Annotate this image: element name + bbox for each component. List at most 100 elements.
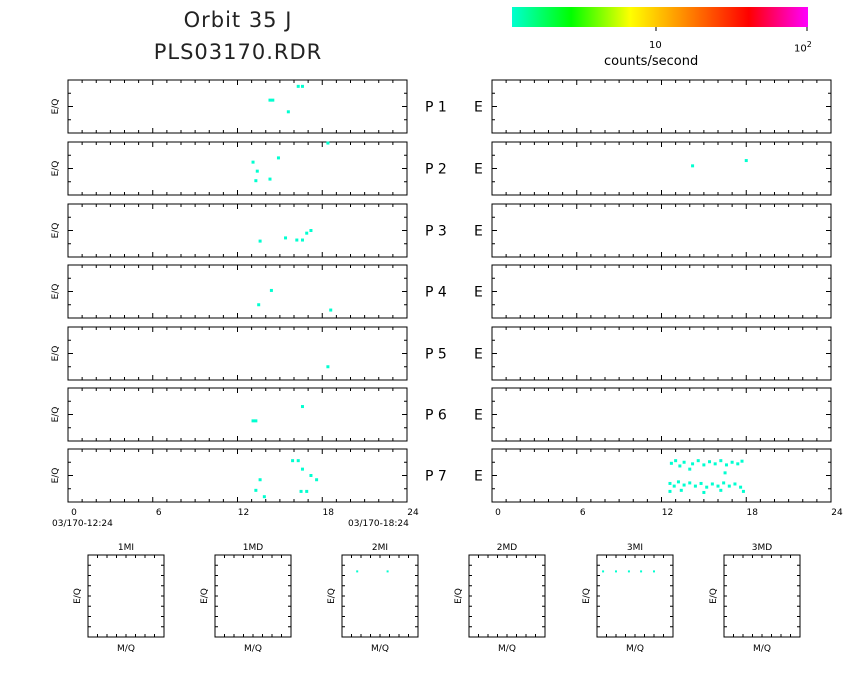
- left-panel-6-point: [254, 419, 258, 423]
- right-x-tick-label: 0: [495, 508, 501, 518]
- panel-label-e6: E: [474, 408, 483, 424]
- right-panel-7-point: [691, 462, 695, 466]
- x-end-label: 03/170-18:24: [348, 519, 409, 529]
- panel-label-e4: E: [474, 285, 483, 301]
- mass-panel-xlabel: M/Q: [117, 644, 135, 654]
- right-panel-7-point: [682, 460, 686, 464]
- panel-label-e3: E: [474, 224, 483, 240]
- panel-label-p2: P 2: [425, 162, 447, 178]
- right-panel-7-frame: [491, 448, 832, 503]
- left-panel-1-point: [271, 98, 275, 102]
- right-x-tick-label: 6: [580, 508, 586, 518]
- mass-panel-point: [640, 570, 643, 573]
- left-panel-3-point: [305, 231, 309, 235]
- mass-panel-title: 3MI: [627, 543, 643, 553]
- right-panel-7-point: [688, 467, 692, 471]
- left-panel-7-point: [299, 489, 303, 493]
- left-panel-5-point: [326, 365, 330, 369]
- left-panel-5-frame: [67, 326, 408, 381]
- right-x-tick-label: 12: [662, 508, 673, 518]
- right-panel-7-point: [679, 488, 683, 492]
- left-panel-5-ylabel: E/Q: [51, 346, 61, 362]
- mass-panel-xlabel: M/Q: [498, 644, 516, 654]
- right-panel-4-frame: [491, 264, 832, 319]
- right-panel-7-point: [740, 459, 744, 463]
- mass-panel-ylabel: E/Q: [327, 588, 337, 604]
- left-panel-6-point: [251, 419, 255, 423]
- mass-panel-6-frame: [723, 554, 801, 638]
- left-panel-7-point: [254, 488, 258, 492]
- panel-label-p5: P 5: [425, 347, 447, 363]
- left-panel-1-point: [296, 84, 300, 88]
- left-panel-2-point: [254, 179, 258, 183]
- right-panel-7-point: [722, 481, 726, 485]
- right-panel-2-point: [744, 159, 748, 163]
- mass-panel-point: [386, 570, 389, 573]
- left-panel-7-ylabel: E/Q: [51, 468, 61, 484]
- right-panel-2-frame: [491, 141, 832, 196]
- left-panel-2-point: [276, 156, 280, 160]
- left-panel-3-point: [295, 238, 299, 242]
- left-panel-3-point: [258, 239, 262, 243]
- right-panel-6-frame: [491, 387, 832, 442]
- left-panel-2-point: [326, 141, 330, 145]
- right-panel-7-point: [719, 488, 723, 492]
- right-panel-7-point: [699, 481, 703, 485]
- left-panel-1-point: [300, 84, 304, 88]
- left-panel-7-point: [300, 467, 304, 471]
- panel-label-e7: E: [474, 469, 483, 485]
- left-panel-6-ylabel: E/Q: [51, 407, 61, 423]
- mass-panel-title: 2MD: [497, 543, 517, 553]
- left-x-tick-label: 24: [407, 508, 419, 518]
- right-panel-5-frame: [491, 326, 832, 381]
- left-panel-1-ylabel: E/Q: [51, 99, 61, 115]
- right-panel-1-frame: [491, 79, 832, 134]
- right-panel-7-point: [688, 481, 692, 485]
- colorbar-tick-100-base: 10: [794, 43, 807, 55]
- left-panel-4-point: [329, 308, 333, 312]
- right-panel-2-point: [691, 164, 695, 168]
- right-panel-7-point: [733, 482, 737, 486]
- left-panel-3-frame: [67, 203, 408, 258]
- left-panel-7-point: [291, 459, 295, 463]
- right-panel-7-point: [702, 463, 706, 467]
- panel-label-p7: P 7: [425, 469, 447, 485]
- left-panel-3-point: [284, 236, 288, 240]
- right-panel-7-point: [696, 459, 700, 463]
- mass-panel-ylabel: E/Q: [709, 588, 719, 604]
- mass-panel-4-frame: [468, 554, 546, 638]
- right-panel-7-point: [702, 490, 706, 494]
- panel-label-p4: P 4: [425, 285, 447, 301]
- panel-label-p3: P 3: [425, 224, 447, 240]
- left-panel-6-point: [300, 405, 304, 409]
- mass-panel-xlabel: M/Q: [753, 644, 771, 654]
- panel-label-p6: P 6: [425, 408, 447, 424]
- left-panel-3-ylabel: E/Q: [51, 223, 61, 239]
- right-panel-7-point: [719, 459, 723, 463]
- right-panel-7-point: [668, 489, 672, 493]
- mass-panel-ylabel: E/Q: [454, 588, 464, 604]
- right-panel-7-point: [682, 483, 686, 487]
- right-panel-7-point: [676, 480, 680, 484]
- mass-panel-point: [602, 570, 605, 573]
- left-x-tick-label: 0: [71, 508, 77, 518]
- colorbar-label: counts/second: [604, 54, 699, 69]
- mass-panel-2-frame: [214, 554, 292, 638]
- right-panel-7-point: [708, 460, 712, 464]
- mass-panel-point: [627, 570, 630, 573]
- right-panel-7-point: [672, 484, 676, 488]
- mass-panel-1-frame: [87, 554, 165, 638]
- mass-panel-3-frame: [341, 554, 419, 638]
- right-panel-7-point: [730, 460, 734, 464]
- right-panel-7-point: [727, 484, 731, 488]
- mass-panel-point: [615, 570, 617, 573]
- panel-label-e2: E: [474, 162, 483, 178]
- right-panel-7-point: [674, 459, 678, 463]
- left-panel-2-point: [255, 169, 259, 173]
- left-panel-4-point: [269, 288, 273, 292]
- right-panel-7-point: [736, 462, 740, 466]
- right-panel-7-point: [723, 471, 727, 475]
- left-panel-1-point: [286, 110, 290, 114]
- left-panel-6-frame: [67, 387, 408, 442]
